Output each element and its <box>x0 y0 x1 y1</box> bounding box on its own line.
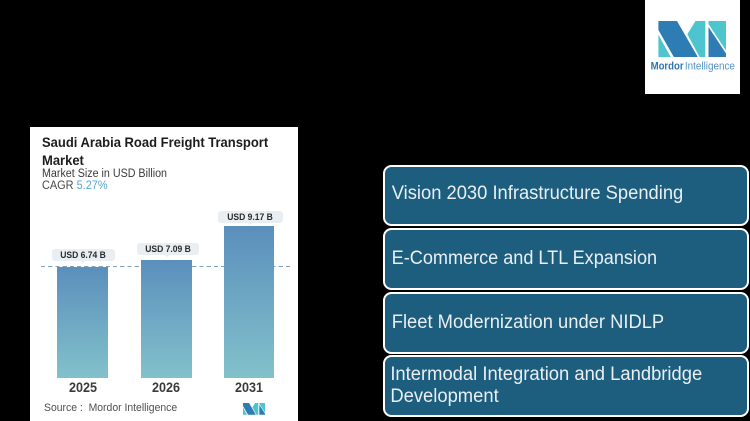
svg-text:Mordor: Mordor <box>651 61 685 73</box>
svg-text:Intelligence: Intelligence <box>685 61 735 73</box>
